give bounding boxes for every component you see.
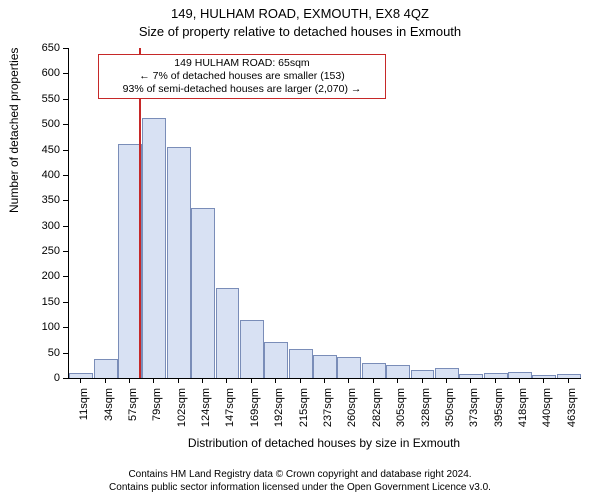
x-tick-mark [178,378,179,383]
y-tick-label: 400 [0,169,60,181]
x-tick-label: 463sqm [566,388,578,448]
y-tick-mark [63,327,68,328]
histogram-bar [337,357,361,378]
x-tick-label: 57sqm [127,388,139,448]
y-tick-label: 200 [0,270,60,282]
x-tick-mark [80,378,81,383]
x-tick-mark [105,378,106,383]
x-tick-mark [397,378,398,383]
y-tick-label: 500 [0,118,60,130]
histogram-bar [240,320,264,378]
x-tick-mark [275,378,276,383]
x-tick-label: 260sqm [346,388,358,448]
histogram-bar [435,368,459,378]
histogram-bar [289,349,313,378]
histogram-bar [216,288,240,378]
x-tick-mark [519,378,520,383]
histogram-bar [386,365,410,378]
annotation-line: ← 7% of detached houses are smaller (153… [103,70,381,83]
y-tick-mark [63,353,68,354]
x-tick-label: 328sqm [420,388,432,448]
chart-container: 149, HULHAM ROAD, EXMOUTH, EX8 4QZ Size … [0,0,600,500]
x-tick-label: 282sqm [371,388,383,448]
histogram-bar [94,359,118,378]
x-tick-mark [470,378,471,383]
page-title: 149, HULHAM ROAD, EXMOUTH, EX8 4QZ [0,6,600,21]
x-tick-label: 395sqm [493,388,505,448]
y-tick-label: 0 [0,372,60,384]
y-tick-mark [63,48,68,49]
histogram-bar [264,342,288,378]
y-tick-label: 550 [0,93,60,105]
x-tick-label: 124sqm [200,388,212,448]
property-annotation: 149 HULHAM ROAD: 65sqm← 7% of detached h… [98,54,386,99]
x-tick-label: 169sqm [249,388,261,448]
x-tick-mark [348,378,349,383]
y-tick-label: 450 [0,144,60,156]
page-subtitle: Size of property relative to detached ho… [0,24,600,39]
x-tick-label: 34sqm [103,388,115,448]
x-tick-mark [446,378,447,383]
histogram-bar [142,118,166,378]
footer-attribution: Contains HM Land Registry data © Crown c… [0,468,600,494]
histogram-bar [484,373,508,378]
x-tick-mark [422,378,423,383]
y-tick-mark [63,378,68,379]
y-tick-mark [63,73,68,74]
histogram-bar [362,363,386,378]
x-tick-label: 373sqm [468,388,480,448]
histogram-bar [191,208,215,378]
x-tick-mark [324,378,325,383]
x-tick-mark [251,378,252,383]
x-tick-label: 11sqm [78,388,90,448]
y-tick-mark [63,200,68,201]
x-tick-mark [543,378,544,383]
x-tick-mark [129,378,130,383]
x-tick-mark [568,378,569,383]
y-tick-mark [63,175,68,176]
y-tick-mark [63,226,68,227]
x-tick-label: 192sqm [273,388,285,448]
y-tick-label: 100 [0,321,60,333]
y-tick-label: 650 [0,42,60,54]
y-tick-label: 600 [0,67,60,79]
histogram-bar [411,370,435,378]
annotation-line: 149 HULHAM ROAD: 65sqm [103,57,381,70]
histogram-bar [557,374,581,378]
x-tick-label: 147sqm [224,388,236,448]
y-tick-mark [63,99,68,100]
y-tick-label: 350 [0,194,60,206]
y-tick-label: 300 [0,220,60,232]
x-tick-label: 215sqm [298,388,310,448]
x-tick-mark [202,378,203,383]
x-tick-mark [300,378,301,383]
annotation-line: 93% of semi-detached houses are larger (… [103,83,381,96]
y-tick-label: 250 [0,245,60,257]
x-tick-label: 305sqm [395,388,407,448]
y-tick-mark [63,251,68,252]
x-tick-mark [495,378,496,383]
histogram-bar [313,355,337,378]
x-tick-label: 102sqm [176,388,188,448]
x-tick-label: 418sqm [517,388,529,448]
y-tick-mark [63,276,68,277]
x-tick-mark [226,378,227,383]
histogram-bar [167,147,191,378]
footer-line-1: Contains HM Land Registry data © Crown c… [0,468,600,481]
x-tick-label: 440sqm [541,388,553,448]
y-tick-label: 150 [0,296,60,308]
footer-line-2: Contains public sector information licen… [0,481,600,494]
y-tick-mark [63,124,68,125]
x-tick-label: 237sqm [322,388,334,448]
x-tick-label: 350sqm [444,388,456,448]
y-tick-label: 50 [0,347,60,359]
y-tick-mark [63,302,68,303]
x-tick-label: 79sqm [151,388,163,448]
x-tick-mark [373,378,374,383]
x-tick-mark [153,378,154,383]
y-tick-mark [63,150,68,151]
